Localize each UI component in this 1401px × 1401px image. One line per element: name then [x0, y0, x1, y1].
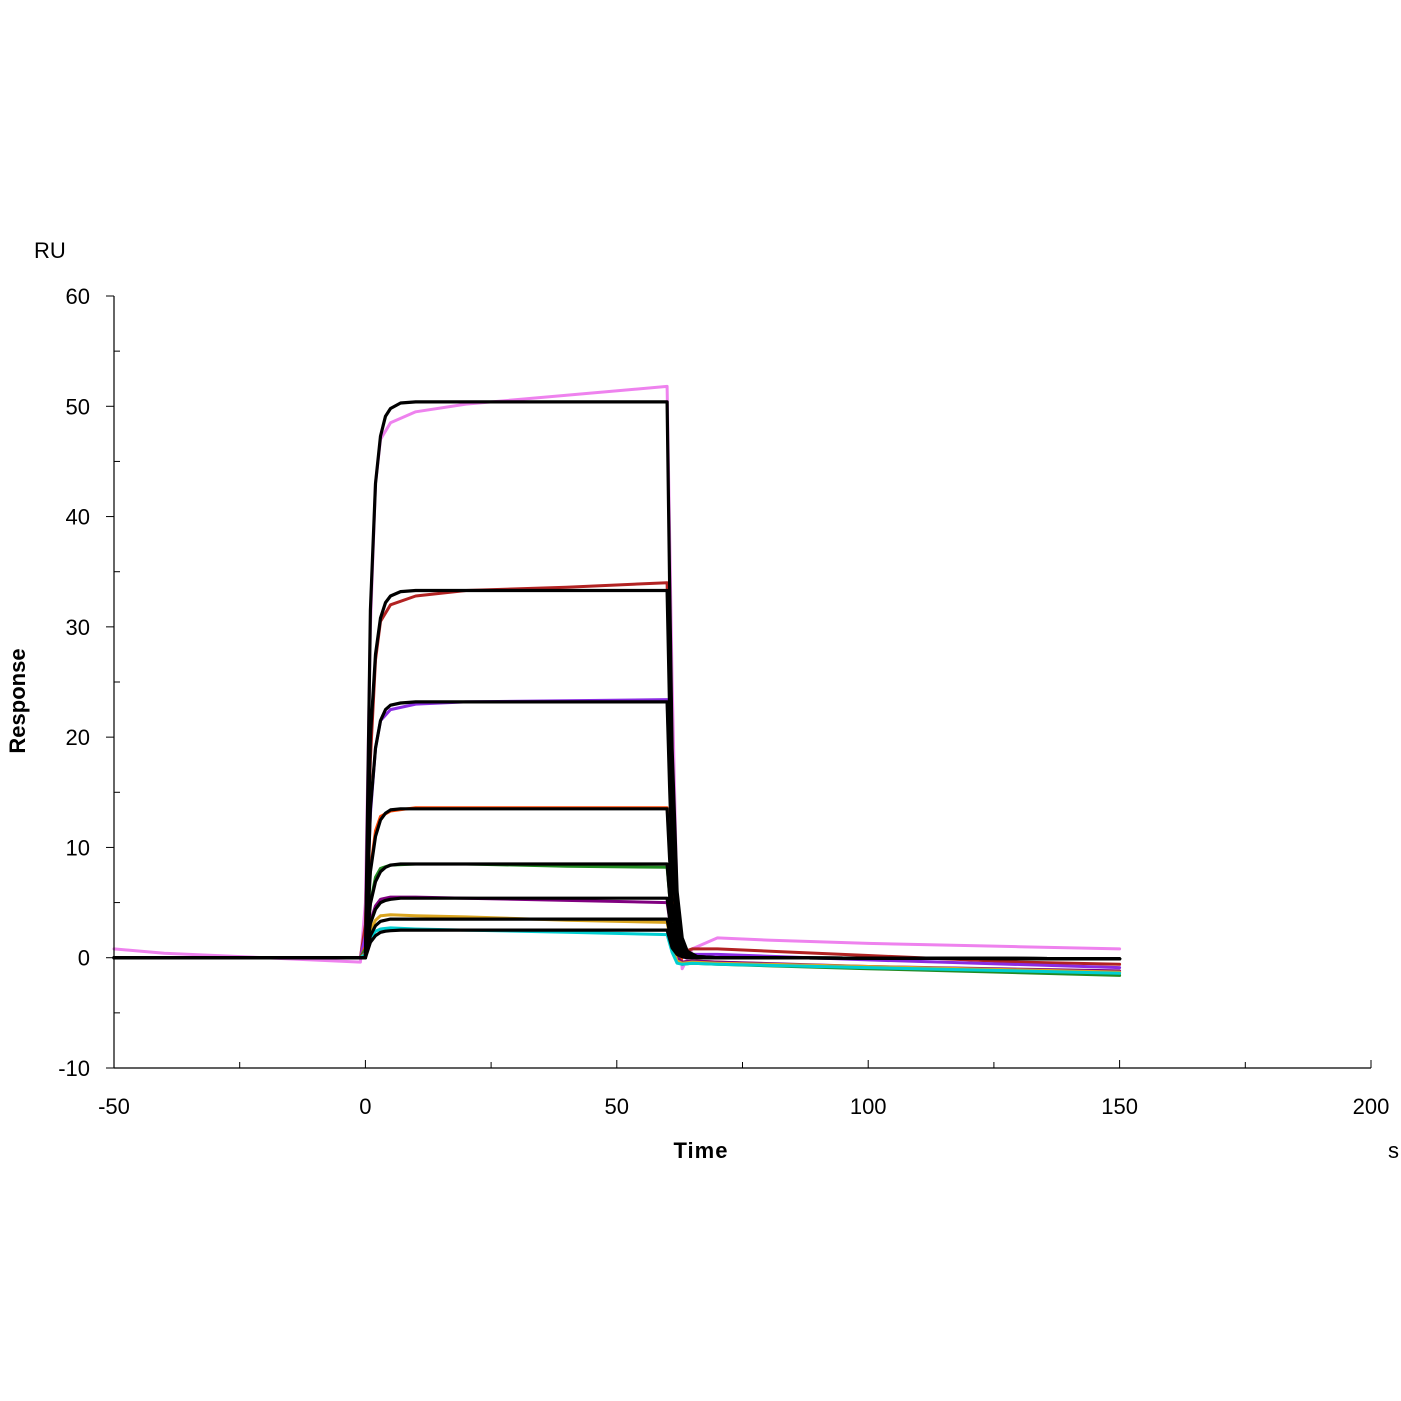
fit-curve: [112, 807, 1122, 961]
measured-curve: [112, 698, 1122, 970]
measured-curve: [112, 384, 1122, 971]
x-unit-label: s: [1388, 1138, 1399, 1163]
measured-curve: [112, 581, 1122, 966]
y-tick-label: -10: [58, 1056, 90, 1081]
measured-curve: [112, 806, 1122, 974]
fit-curve: [112, 928, 1122, 961]
x-tick-label: 0: [359, 1094, 371, 1119]
y-tick-label: 30: [66, 615, 90, 640]
x-axis-title: Time: [674, 1138, 729, 1163]
curves-group: [112, 384, 1122, 977]
y-tick-label: 10: [66, 835, 90, 860]
x-tick-label: 100: [850, 1094, 887, 1119]
axes-group: [113, 296, 1371, 1069]
x-tick-label: 200: [1353, 1094, 1390, 1119]
measured-curve: [112, 926, 1122, 975]
ticks-group: -10 0 10 20 30 40 50 60 -50 0 50 100 150 200: [58, 284, 1389, 1119]
y-tick-label: 0: [78, 946, 90, 971]
x-tick-label: 150: [1101, 1094, 1138, 1119]
y-tick-label: 50: [66, 394, 90, 419]
x-tick-label: 50: [605, 1094, 629, 1119]
fit-curve: [112, 917, 1122, 961]
x-tick-label: -50: [98, 1094, 130, 1119]
y-tick-label: 40: [66, 505, 90, 530]
y-unit-label: RU: [34, 238, 66, 263]
fit-curve: [112, 588, 1122, 961]
y-tick-label: 60: [66, 284, 90, 309]
y-axis-title: Response: [5, 648, 30, 753]
fit-curve: [112, 400, 1122, 961]
y-tick-label: 20: [66, 725, 90, 750]
